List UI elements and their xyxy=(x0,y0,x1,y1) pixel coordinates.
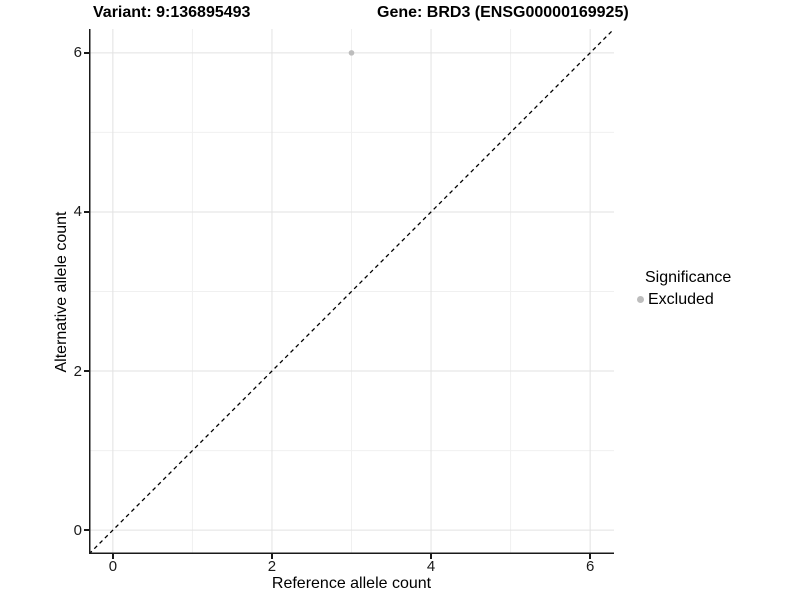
x-tick-mark xyxy=(430,554,432,559)
x-tick-label: 6 xyxy=(585,558,595,575)
y-tick-label: 6 xyxy=(73,44,82,62)
legend-title: Significance xyxy=(645,269,732,286)
y-tick-mark xyxy=(84,52,89,54)
y-axis-title: Alternative allele count xyxy=(53,211,70,373)
legend-item-label: Excluded xyxy=(648,291,714,308)
x-tick-label: 0 xyxy=(108,558,118,575)
plot-canvas xyxy=(89,29,614,554)
y-tick-label: 0 xyxy=(73,521,82,539)
legend: Significance Excluded xyxy=(629,268,794,309)
plot-title-variant: Variant: 9:136895493 xyxy=(93,4,251,21)
x-tick-label: 4 xyxy=(426,558,436,575)
legend-point-icon xyxy=(637,296,644,303)
y-tick-mark xyxy=(84,370,89,372)
x-tick-label: 2 xyxy=(267,558,277,575)
y-tick-mark xyxy=(84,211,89,213)
x-tick-mark xyxy=(112,554,114,559)
x-tick-mark xyxy=(589,554,591,559)
plot-panel xyxy=(89,29,614,554)
x-axis-title: Reference allele count xyxy=(271,575,432,592)
identity-reference-line xyxy=(89,29,614,554)
legend-item-excluded: Excluded xyxy=(629,290,794,309)
plot-title-gene: Gene: BRD3 (ENSG00000169925) xyxy=(377,4,629,21)
data-point xyxy=(348,50,355,56)
y-tick-label: 4 xyxy=(73,203,82,221)
x-tick-mark xyxy=(271,554,273,559)
y-tick-mark xyxy=(84,529,89,531)
y-tick-label: 2 xyxy=(73,362,82,380)
